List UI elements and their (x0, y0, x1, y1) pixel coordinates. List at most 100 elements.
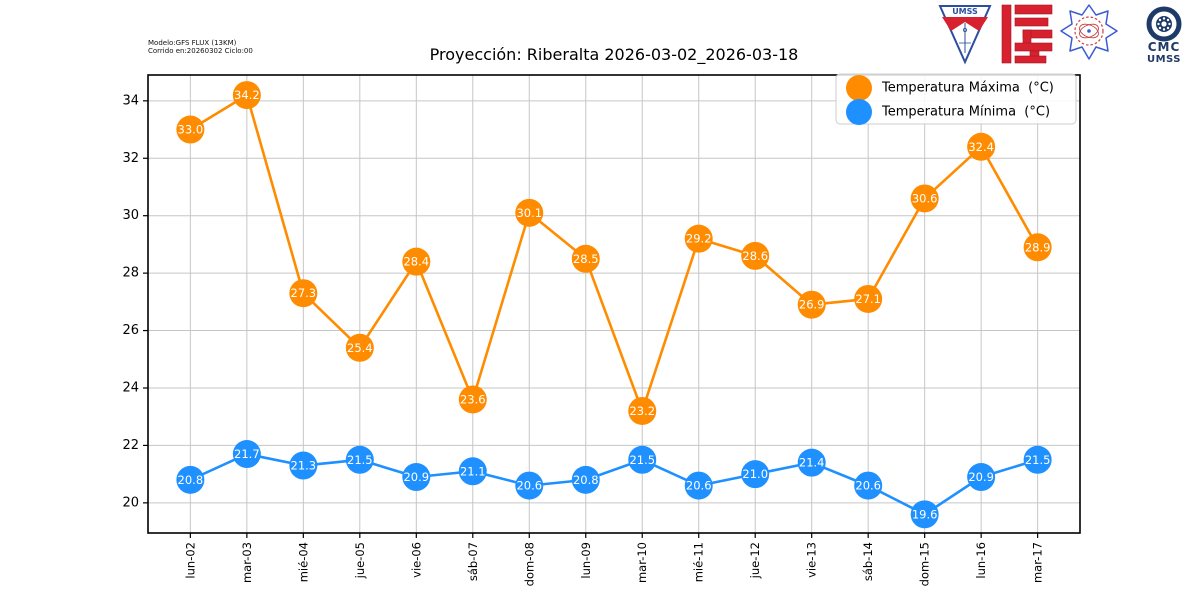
x-tick-label: vie-13 (805, 542, 819, 578)
value-label: 23.6 (460, 392, 486, 406)
max-temp-point (741, 241, 770, 270)
x-tick-label: mar-10 (635, 542, 649, 583)
max-temp-point (628, 396, 657, 425)
x-tick-label: lun-02 (183, 542, 197, 579)
x-tick-label: mar-17 (1031, 542, 1045, 583)
umss-shield-detail-icon (962, 27, 967, 32)
x-tick-label: dom-08 (522, 542, 536, 586)
x-tick-label: sáb-14 (861, 542, 875, 581)
x-tick-label: dom-15 (918, 542, 932, 586)
x-tick-label: vie-06 (409, 542, 423, 578)
min-temp-point (1023, 445, 1052, 474)
y-tick-label: 30 (122, 208, 139, 223)
max-temp-point (289, 279, 318, 308)
min-temp-point (741, 460, 770, 489)
max-temp-point (967, 132, 996, 161)
value-label: 28.9 (1025, 240, 1051, 254)
max-temp-point (854, 284, 883, 313)
max-temp-point (402, 247, 431, 276)
min-temp-point (910, 500, 939, 529)
x-tick-label: jue-12 (748, 542, 762, 579)
value-label: 20.8 (573, 473, 599, 487)
physics-emblem-logo (1060, 4, 1118, 60)
max-temp-point (684, 224, 713, 253)
value-label: 30.1 (516, 206, 542, 220)
min-temp-point (515, 471, 544, 500)
y-tick-label: 34 (122, 93, 139, 108)
legend-box (835, 73, 1077, 125)
value-label: 21.5 (629, 453, 655, 467)
page-title: Proyección: Riberalta 2026-03-02_2026-03… (429, 45, 799, 64)
min-temp-point (345, 445, 374, 474)
max-temp-point (910, 184, 939, 213)
y-tick-label: 28 (122, 266, 139, 281)
min-temp-point (402, 463, 431, 492)
min-temp-point (797, 448, 826, 477)
legend-label: Temperatura Máxima (°C) (881, 81, 1054, 96)
value-label: 21.5 (1025, 453, 1051, 467)
value-label: 21.4 (799, 456, 825, 470)
value-label: 27.3 (291, 286, 317, 300)
model-info-line2: Corrido en:20260302 Ciclo:00 (148, 47, 253, 55)
value-label: 33.0 (178, 123, 204, 137)
y-tick-label: 24 (122, 380, 139, 395)
y-tick-label: 22 (122, 438, 139, 453)
x-tick-label: mié-04 (296, 542, 310, 582)
min-temp-line (189, 452, 1039, 516)
value-label: 34.2 (234, 88, 260, 102)
min-temp-point (967, 463, 996, 492)
x-tick-label: mié-11 (692, 542, 706, 582)
min-temp-point (854, 471, 883, 500)
value-label: 27.1 (855, 292, 881, 306)
value-label: 28.6 (742, 249, 768, 263)
max-temp-point (345, 333, 374, 362)
emblem-orbit1-icon (1079, 23, 1099, 39)
model-info-line1: Modelo:GFS FLUX (13KM) (148, 39, 237, 47)
x-tick-label: jue-05 (353, 542, 367, 579)
fcyt-logo (1001, 4, 1053, 64)
axes-border (147, 74, 1081, 534)
y-tick-label: 32 (122, 151, 139, 166)
model-info: Modelo:GFS FLUX (13KM) Corrido en:202603… (148, 39, 253, 55)
legend-marker-icon (846, 99, 872, 125)
max-temp-point (458, 385, 487, 414)
cmc-dots-icon (1157, 17, 1171, 31)
x-tick-label: sáb-07 (466, 542, 480, 581)
legend-label: Temperatura Mínima (°C) (881, 105, 1050, 120)
max-temp-point (797, 290, 826, 319)
min-temp-point (628, 445, 657, 474)
min-temp-point (289, 451, 318, 480)
value-label: 30.6 (912, 191, 938, 205)
max-temp-point (571, 244, 600, 273)
max-temp-point (515, 198, 544, 227)
max-temp-point (1023, 233, 1052, 262)
cmc-sublabel: UMSS (1147, 54, 1181, 65)
value-label: 21.0 (742, 467, 768, 481)
value-label: 21.5 (347, 453, 373, 467)
cmc-umss-logo: CMC UMSS (1146, 6, 1182, 65)
value-label: 23.2 (629, 404, 655, 418)
value-label: 28.4 (403, 255, 429, 269)
value-label: 20.6 (855, 479, 881, 493)
emblem-orbit2-icon (1079, 23, 1099, 39)
value-label: 20.9 (403, 470, 429, 484)
fcyt-blocks-icon (1001, 4, 1053, 64)
cmc-label: CMC (1148, 40, 1181, 54)
min-temp-point (458, 457, 487, 486)
x-tick-label: lun-09 (579, 542, 593, 579)
max-temp-line (189, 93, 1039, 413)
emblem-text-ring-icon (1074, 16, 1104, 46)
legend-marker-icon (846, 75, 872, 101)
x-tick-label: mar-03 (240, 542, 254, 583)
value-label: 25.4 (347, 341, 373, 355)
emblem-core-icon (1087, 29, 1091, 33)
value-label: 32.4 (968, 140, 994, 154)
cmc-center-icon (1161, 21, 1167, 27)
max-temp-point (232, 81, 261, 110)
value-label: 29.2 (686, 232, 712, 246)
x-tick-label: lun-16 (974, 542, 988, 579)
umss-shield-red-band-icon (942, 17, 988, 31)
value-label: 21.7 (234, 447, 260, 461)
